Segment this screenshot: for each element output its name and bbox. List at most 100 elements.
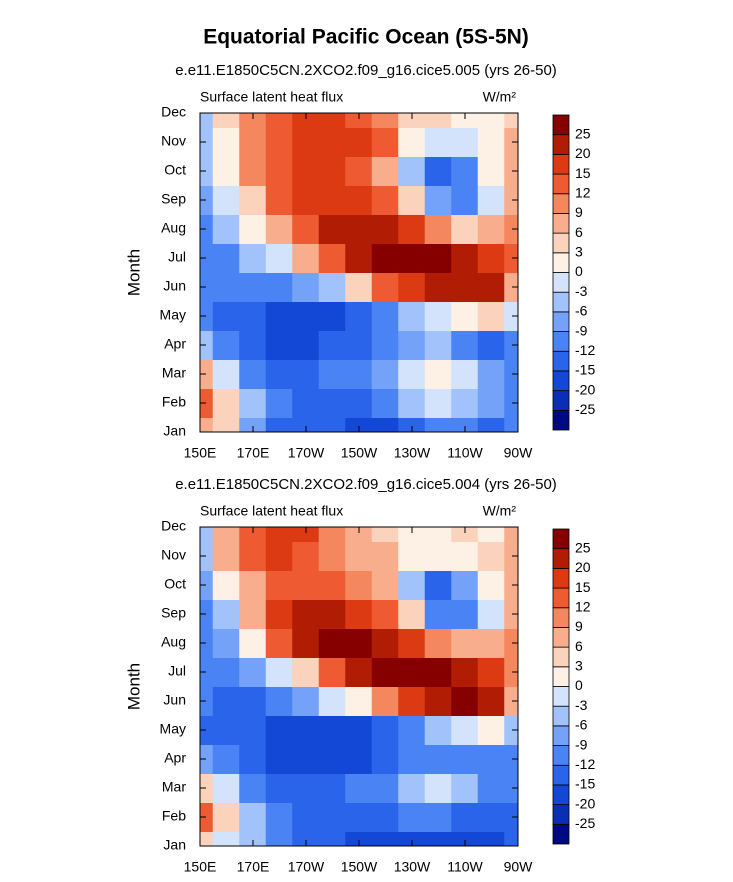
field-cell (398, 156, 426, 186)
field-cell (371, 599, 400, 629)
field-cell (239, 156, 267, 186)
field-cell (345, 156, 373, 186)
field-cell (292, 657, 320, 687)
field-cell (265, 570, 294, 600)
field-cell (504, 185, 518, 215)
colorbar-label: 25 (575, 125, 591, 141)
field-cell (239, 686, 267, 716)
colorbar-swatch (552, 350, 570, 372)
field-cell (212, 214, 241, 244)
colorbar-swatch (552, 705, 570, 727)
field-cell (200, 359, 214, 389)
field-cell (424, 113, 453, 128)
panel: e.e11.E1850C5CN.2XCO2.f09_g16.cice5.004 … (124, 476, 595, 875)
field-cell (265, 272, 294, 302)
colorbar-swatch (552, 272, 570, 293)
field-cell (292, 214, 320, 244)
field-cell (398, 359, 426, 389)
y-tick-label: Mar (162, 365, 186, 381)
field-cell (504, 657, 518, 687)
field-cell (200, 831, 214, 846)
field-cell (451, 301, 479, 331)
figure-title: Equatorial Pacific Ocean (5S-5N) (203, 26, 529, 49)
field-cell (398, 301, 426, 331)
y-tick-label: Jul (168, 249, 186, 265)
field-cell (451, 628, 479, 658)
colorbar-swatch (552, 567, 570, 589)
y-tick-label: Oct (164, 162, 186, 178)
field-cell (318, 715, 347, 745)
field-cell (451, 156, 479, 186)
field-cell (424, 657, 453, 687)
field-cell (398, 272, 426, 302)
field-cell (345, 570, 373, 600)
field-cell (504, 570, 518, 600)
field-cell (200, 570, 214, 600)
field-cell (318, 330, 347, 360)
field-cell (345, 388, 373, 418)
field-cell (345, 127, 373, 157)
field-cell (451, 831, 479, 846)
field-cell (265, 657, 294, 687)
field-cell (345, 744, 373, 774)
field-cell (212, 773, 241, 803)
colorbar-label: 15 (575, 579, 591, 595)
colorbar-swatch (552, 370, 570, 392)
field-cell (318, 156, 347, 186)
y-tick-label: Apr (164, 750, 186, 766)
field-cell (504, 599, 518, 629)
field-cell (345, 272, 373, 302)
panel-title: e.e11.E1850C5CN.2XCO2.f09_g16.cice5.004 … (175, 476, 557, 493)
field-cell (504, 330, 518, 360)
field-cell (318, 388, 347, 418)
left-label: Surface latent heat flux (200, 89, 343, 105)
field-cell (212, 301, 241, 331)
field-cell (200, 541, 214, 571)
field-cell (239, 541, 267, 571)
field-cell (292, 359, 320, 389)
field-cell (451, 127, 479, 157)
field-cell (398, 686, 426, 716)
field-cell (239, 599, 267, 629)
field-cell (451, 570, 479, 600)
field-cell (371, 359, 400, 389)
colorbar-swatch (552, 587, 570, 609)
colorbar-label: -3 (575, 697, 588, 713)
field-cell (200, 657, 214, 687)
field-cell (292, 185, 320, 215)
field-cell (212, 541, 241, 571)
field-cell (477, 541, 506, 571)
field-cell (292, 156, 320, 186)
field-cell (292, 599, 320, 629)
field-cell (477, 330, 506, 360)
colorbar-label: 3 (575, 658, 583, 674)
field-cell (212, 113, 241, 128)
field-cell (398, 773, 426, 803)
field-cell (265, 527, 294, 542)
colorbar-label: 9 (575, 618, 583, 634)
field-cell (200, 185, 214, 215)
y-tick-label: Nov (161, 547, 186, 563)
field-cell (451, 272, 479, 302)
field-cell (239, 330, 267, 360)
field-cell (265, 541, 294, 571)
field-cell (318, 802, 347, 832)
field-cell (477, 773, 506, 803)
y-tick-label: Jun (163, 278, 186, 294)
field-cell (318, 417, 347, 432)
field-cell (398, 744, 426, 774)
field-cell (504, 417, 518, 432)
field-cell (345, 330, 373, 360)
field-cell (424, 214, 453, 244)
field-cell (451, 185, 479, 215)
field-cell (371, 301, 400, 331)
field-cell (398, 570, 426, 600)
field-cell (239, 243, 267, 273)
colorbar-label: 20 (575, 559, 591, 575)
field-cell (504, 113, 518, 128)
field-cell (477, 127, 506, 157)
field-cell (424, 156, 453, 186)
field-cell (504, 686, 518, 716)
field-cell (239, 185, 267, 215)
